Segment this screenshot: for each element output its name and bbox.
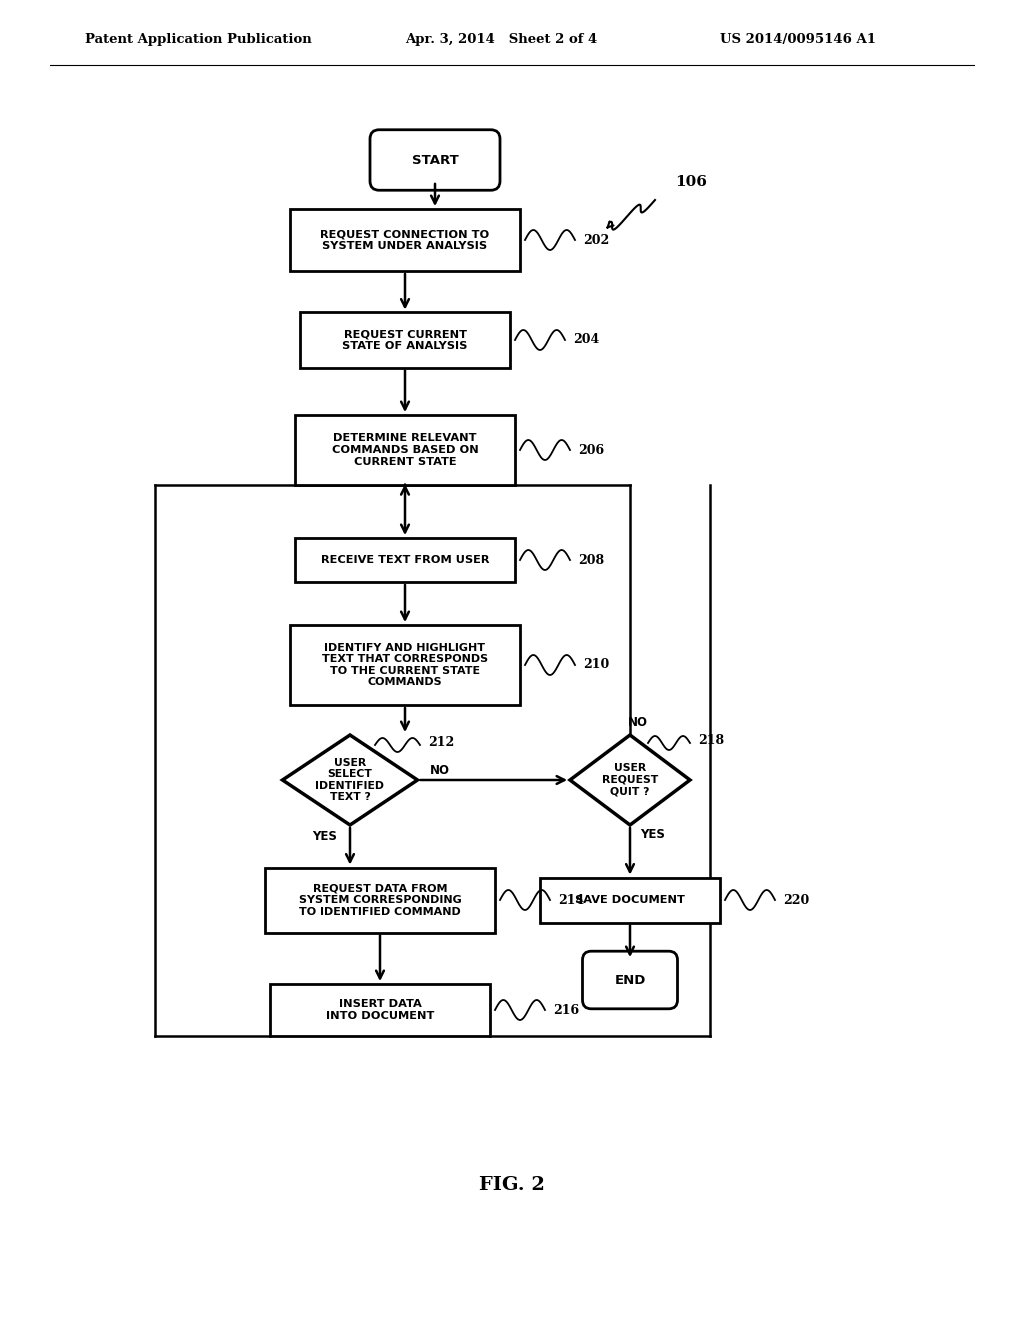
Text: FIG. 2: FIG. 2 [479, 1176, 545, 1195]
Text: 204: 204 [573, 334, 599, 346]
Text: INSERT DATA
INTO DOCUMENT: INSERT DATA INTO DOCUMENT [326, 999, 434, 1020]
Polygon shape [283, 735, 418, 825]
FancyBboxPatch shape [270, 983, 490, 1036]
Text: REQUEST CONNECTION TO
SYSTEM UNDER ANALYSIS: REQUEST CONNECTION TO SYSTEM UNDER ANALY… [321, 230, 489, 251]
Text: Apr. 3, 2014   Sheet 2 of 4: Apr. 3, 2014 Sheet 2 of 4 [406, 33, 597, 46]
Text: IDENTIFY AND HIGHLIGHT
TEXT THAT CORRESPONDS
TO THE CURRENT STATE
COMMANDS: IDENTIFY AND HIGHLIGHT TEXT THAT CORRESP… [322, 643, 488, 688]
Text: 220: 220 [783, 894, 809, 907]
FancyBboxPatch shape [300, 313, 510, 367]
Polygon shape [570, 735, 690, 825]
FancyBboxPatch shape [265, 867, 495, 932]
FancyBboxPatch shape [370, 129, 500, 190]
Text: NO: NO [628, 717, 648, 730]
Text: 212: 212 [428, 737, 455, 750]
Text: 106: 106 [675, 176, 707, 189]
Text: RECEIVE TEXT FROM USER: RECEIVE TEXT FROM USER [321, 554, 489, 565]
Text: NO: NO [429, 763, 450, 776]
Text: YES: YES [312, 830, 337, 843]
Text: REQUEST CURRENT
STATE OF ANALYSIS: REQUEST CURRENT STATE OF ANALYSIS [342, 329, 468, 351]
FancyBboxPatch shape [290, 624, 520, 705]
Text: USER
REQUEST
QUIT ?: USER REQUEST QUIT ? [602, 763, 658, 796]
Text: 210: 210 [583, 659, 609, 672]
Text: 206: 206 [578, 444, 604, 457]
Text: US 2014/0095146 A1: US 2014/0095146 A1 [720, 33, 876, 46]
FancyBboxPatch shape [583, 952, 678, 1008]
FancyBboxPatch shape [295, 539, 515, 582]
Text: 214: 214 [558, 894, 585, 907]
Text: USER
SELECT
IDENTIFIED
TEXT ?: USER SELECT IDENTIFIED TEXT ? [315, 758, 384, 803]
FancyBboxPatch shape [540, 878, 720, 923]
Text: 208: 208 [578, 553, 604, 566]
Text: DETERMINE RELEVANT
COMMANDS BASED ON
CURRENT STATE: DETERMINE RELEVANT COMMANDS BASED ON CUR… [332, 433, 478, 466]
Text: REQUEST DATA FROM
SYSTEM CORRESPONDING
TO IDENTIFIED COMMAND: REQUEST DATA FROM SYSTEM CORRESPONDING T… [299, 883, 462, 916]
Text: Patent Application Publication: Patent Application Publication [85, 33, 311, 46]
Text: 202: 202 [583, 234, 609, 247]
Text: SAVE DOCUMENT: SAVE DOCUMENT [575, 895, 685, 906]
Text: END: END [614, 974, 646, 986]
FancyBboxPatch shape [290, 209, 520, 271]
Text: YES: YES [640, 829, 665, 842]
Text: 218: 218 [698, 734, 724, 747]
Text: 216: 216 [553, 1003, 580, 1016]
FancyBboxPatch shape [295, 414, 515, 484]
Text: START: START [412, 153, 459, 166]
